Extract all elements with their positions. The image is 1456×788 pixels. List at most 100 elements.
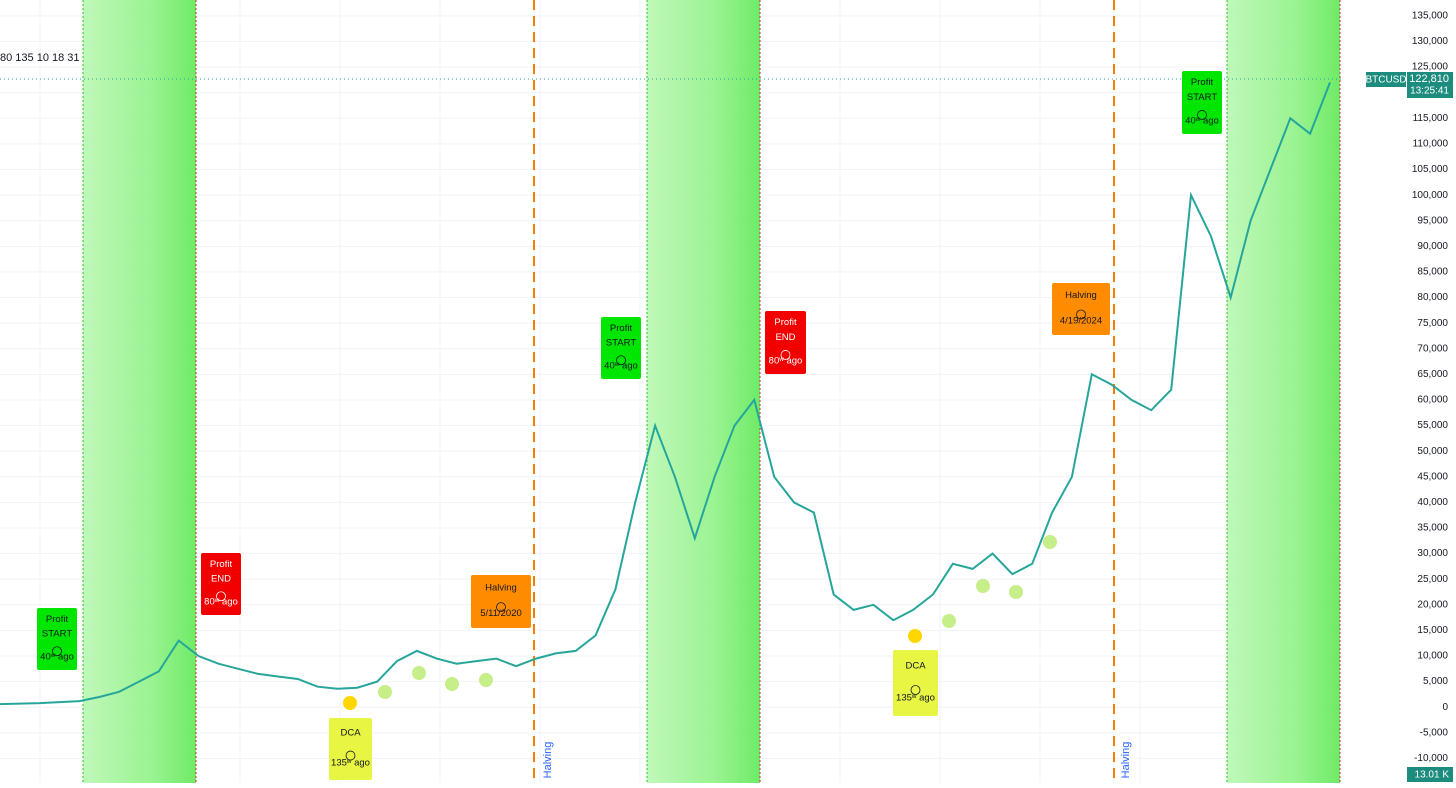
annotation-box [329, 718, 372, 780]
annotation-box [601, 317, 641, 379]
annotation-box [765, 311, 806, 374]
annotation-icon [496, 602, 506, 613]
annotation-text: Halving [485, 582, 517, 593]
symbol-tag [1366, 72, 1406, 87]
annotation-box [37, 608, 77, 670]
annotation-text: START [42, 628, 72, 639]
y-tick-label: 110,000 [1413, 139, 1449, 150]
y-tick-label: 35,000 [1417, 523, 1448, 534]
price-line [0, 82, 1331, 706]
annotation-text: 80ʷ ago [769, 355, 803, 366]
annotation-box [893, 650, 938, 716]
y-tick-label: 30,000 [1417, 548, 1448, 559]
y-tick-label: 15,000 [1417, 625, 1448, 636]
y-tick-label: 75,000 [1417, 318, 1448, 329]
annotation-icon [1197, 110, 1207, 120]
indicator-params: 80 135 10 18 31 [0, 52, 80, 64]
y-tick-label: 50,000 [1417, 446, 1448, 457]
annotation: Profit START 40ʷ ago [601, 317, 641, 379]
annotation: DCA 135ʷ ago [329, 718, 372, 780]
y-tick-label: 80,000 [1417, 292, 1448, 303]
y-tick-label: 0 [1442, 702, 1448, 713]
symbol: BTCUSD [1365, 75, 1406, 86]
annotation-icon [1076, 309, 1086, 320]
y-tick-label: 125,000 [1412, 62, 1449, 73]
volume-tag [1407, 767, 1453, 782]
annotation-text: END [775, 332, 795, 343]
annotation-box [471, 575, 531, 628]
y-tick-label: 70,000 [1417, 343, 1448, 354]
annotation-box [1182, 71, 1222, 134]
dca-dots [378, 535, 1057, 699]
y-tick-label: 95,000 [1417, 215, 1448, 226]
annotation-text: 40ʷ ago [604, 361, 638, 372]
dca-points [343, 629, 922, 710]
halving-label: Halving [542, 742, 554, 779]
y-tick-label: 105,000 [1412, 164, 1449, 175]
y-tick-label: 10,000 [1417, 651, 1448, 662]
band-ends [195, 0, 1341, 783]
y-tick-label: 65,000 [1417, 369, 1448, 380]
annotation-text: 135ʷ ago [896, 693, 935, 704]
annotation: Profit END 80ʷ ago [765, 311, 806, 374]
price-tag [1407, 72, 1453, 98]
band-edges [82, 0, 1228, 783]
halving-lines [533, 0, 1115, 783]
annotations: Profit START 40ʷ ago Profit END 80ʷ ago Halvin… [37, 71, 1222, 780]
plot [0, 82, 1331, 706]
annotation-icon [345, 750, 356, 761]
y-tick-label: -5,000 [1420, 727, 1449, 738]
annotation-text: END [211, 573, 231, 584]
y-tick-label: 40,000 [1417, 497, 1448, 508]
profit-band [647, 0, 760, 783]
annotation-text: Profit [46, 614, 69, 625]
annotation-icon [616, 355, 626, 366]
profit-band [1227, 0, 1340, 783]
y-tick-label: 55,000 [1417, 420, 1448, 431]
annotation-text: 5/11/2020 [480, 608, 522, 619]
y-tick-label: 90,000 [1417, 241, 1448, 252]
annotation: Halving 5/11/2020 [471, 575, 531, 628]
annotation-box [201, 553, 241, 615]
y-tick-label: 60,000 [1417, 395, 1448, 406]
annotation-text: 40ʷ ago [1185, 115, 1219, 126]
annotation-icon [910, 685, 921, 695]
annotation-text: DCA [340, 728, 361, 739]
y-tick-label: 45,000 [1417, 471, 1448, 482]
annotation: Profit START 40ʷ ago [1182, 71, 1222, 134]
annotation-icon [52, 646, 62, 657]
annotation-text: Profit [610, 323, 633, 334]
annotation-text: Halving [1065, 290, 1097, 301]
halving-label: Halving [1120, 742, 1132, 779]
annotation: Profit END 80ʷ ago [201, 553, 241, 615]
annotation: Profit START 40ʷ ago [37, 608, 77, 670]
y-tick-label: 85,000 [1417, 267, 1448, 278]
countdown: 13:25:41 [1410, 86, 1449, 97]
annotation-text: 40ʷ ago [40, 652, 74, 663]
annotation-text: 4/19/2024 [1060, 315, 1102, 326]
annotation-text: 135ʷ ago [331, 758, 370, 769]
annotation-icon [216, 591, 226, 602]
y-tick-label: 130,000 [1412, 36, 1449, 47]
profit-band [83, 0, 196, 783]
y-tick-label: -10,000 [1414, 753, 1448, 764]
axis-panel [1342, 0, 1456, 783]
y-tick-label: 100,000 [1412, 190, 1449, 201]
y-tick-label: 20,000 [1417, 599, 1448, 610]
annotation-text: Profit [774, 317, 797, 328]
annotation-text: Profit [210, 559, 233, 570]
y-tick-label: 5,000 [1423, 676, 1448, 687]
annotation: DCA 135ʷ ago [893, 650, 938, 716]
annotation-text: START [606, 337, 636, 348]
annotation-text: START [1187, 92, 1217, 103]
annotation-icon [780, 350, 791, 360]
y-tick-label: 115,000 [1413, 113, 1449, 124]
last-price: 122,810 [1409, 73, 1449, 85]
y-tick-label: 25,000 [1417, 574, 1448, 585]
annotation-text: 80ʷ ago [204, 597, 238, 608]
volume-label: 13.01 K [1415, 770, 1450, 781]
annotation: Halving 4/19/2024 [1052, 283, 1110, 335]
annotation-text: Profit [1191, 77, 1214, 88]
